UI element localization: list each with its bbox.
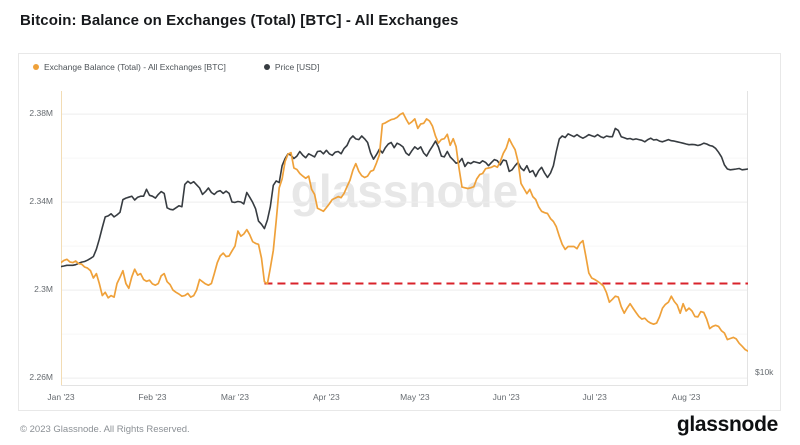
page-title: Bitcoin: Balance on Exchanges (Total) [B… bbox=[20, 12, 459, 29]
price-series-line bbox=[61, 127, 748, 268]
x-axis-tick-label: Apr '23 bbox=[313, 392, 340, 402]
balance-series-line bbox=[61, 112, 748, 353]
glassnode-logo: glassnode bbox=[676, 413, 778, 436]
legend-label: Exchange Balance (Total) - All Exchanges… bbox=[44, 62, 226, 72]
x-axis-tick-label: Jan '23 bbox=[47, 392, 75, 402]
x-axis-tick-label: Aug '23 bbox=[671, 392, 701, 402]
chart-card: Exchange Balance (Total) - All Exchanges… bbox=[18, 53, 781, 411]
y-axis-tick-label: 2.34M bbox=[29, 196, 53, 207]
footer-copyright: © 2023 Glassnode. All Rights Reserved. bbox=[20, 424, 190, 435]
chart-legend: Exchange Balance (Total) - All Exchanges… bbox=[33, 62, 319, 72]
x-axis-tick-label: May '23 bbox=[400, 392, 430, 402]
y-axis-tick-label: 2.26M bbox=[29, 372, 53, 383]
y-axis-tick-label: 2.3M bbox=[34, 284, 53, 295]
legend-item[interactable]: Price [USD] bbox=[263, 62, 320, 72]
legend-dot-icon bbox=[33, 64, 39, 70]
legend-label: Price [USD] bbox=[274, 62, 320, 72]
x-axis-tick-label: Feb '23 bbox=[138, 392, 167, 402]
right-axis-tick-label: $10k bbox=[755, 367, 774, 378]
x-axis-tick-label: Mar '23 bbox=[220, 392, 249, 402]
legend-dot-icon bbox=[263, 64, 270, 70]
chart-canvas[interactable] bbox=[61, 91, 748, 386]
x-axis-tick-label: Jul '23 bbox=[582, 392, 607, 402]
legend-item[interactable]: Exchange Balance (Total) - All Exchanges… bbox=[33, 62, 226, 72]
x-axis-tick-label: Jun '23 bbox=[492, 392, 520, 402]
y-axis-tick-label: 2.38M bbox=[29, 108, 53, 119]
